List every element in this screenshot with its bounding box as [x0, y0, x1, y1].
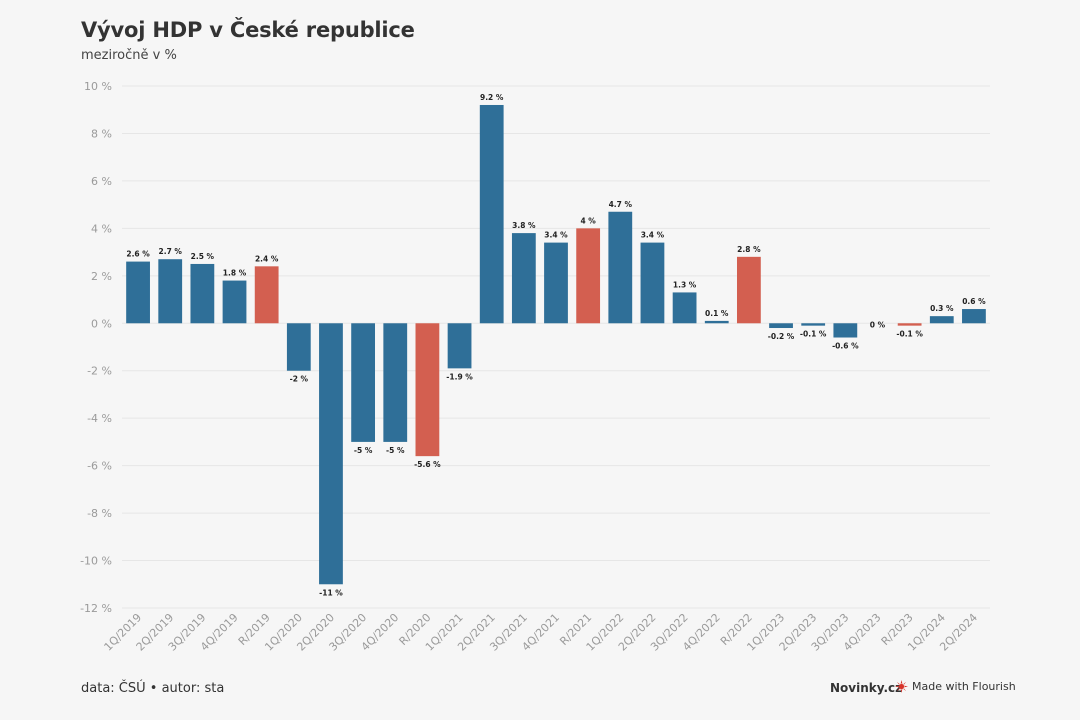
bar — [544, 242, 568, 324]
bar — [254, 266, 279, 324]
bar — [672, 292, 697, 324]
data-label: -0.6 % — [832, 342, 859, 351]
bar — [319, 323, 343, 585]
bar — [736, 256, 761, 324]
bar — [929, 316, 954, 324]
y-tick-label: -10 % — [80, 555, 112, 568]
bar — [126, 261, 150, 324]
bar — [415, 323, 440, 457]
bar — [190, 263, 215, 324]
data-label: 9.2 % — [480, 93, 504, 102]
bar — [962, 309, 986, 324]
y-tick-label: 0 % — [91, 317, 112, 330]
data-label: -0.2 % — [768, 332, 795, 341]
bar — [222, 280, 247, 324]
chart-title: Vývoj HDP v České republice — [81, 18, 415, 42]
data-label: 3.4 % — [641, 231, 665, 240]
y-tick-label: -6 % — [87, 460, 112, 473]
data-label: -5 % — [386, 446, 405, 455]
y-tick-label: 8 % — [91, 127, 112, 140]
data-label: 3.8 % — [512, 221, 536, 230]
data-label: 1.8 % — [223, 269, 247, 278]
bar — [511, 233, 536, 324]
data-label: 2.6 % — [126, 250, 150, 259]
data-label: 0.3 % — [930, 304, 954, 313]
made-with-label: Made with Flourish — [912, 680, 1016, 693]
data-label: -0.1 % — [800, 330, 827, 339]
data-label: 2.7 % — [159, 247, 183, 256]
data-label: -5 % — [354, 446, 373, 455]
made-with-flourish-link[interactable]: Made with Flourish — [895, 680, 1016, 693]
source-note: data: ČSÚ • autor: sta — [81, 681, 225, 696]
y-tick-label: -2 % — [87, 365, 112, 378]
brand-logo-text[interactable]: Novinky.cz — [830, 681, 903, 695]
data-label: 4.7 % — [609, 200, 633, 209]
data-label: -0.1 % — [896, 330, 923, 339]
bar — [479, 104, 504, 324]
bar — [608, 211, 633, 324]
bar — [769, 323, 793, 329]
data-label: 3.4 % — [544, 231, 568, 240]
bar — [897, 323, 922, 326]
data-label: 0.1 % — [705, 309, 729, 318]
data-label: -11 % — [319, 588, 343, 597]
y-tick-label: 10 % — [84, 80, 112, 93]
bar — [286, 323, 311, 371]
data-label: -2 % — [290, 375, 309, 384]
y-tick-label: 4 % — [91, 222, 112, 235]
bar — [447, 323, 472, 369]
bar — [704, 320, 729, 324]
y-tick-label: -12 % — [80, 602, 112, 615]
bar — [801, 323, 826, 326]
y-tick-label: -8 % — [87, 507, 112, 520]
data-label: 2.8 % — [737, 245, 761, 254]
y-tick-label: -4 % — [87, 412, 112, 425]
data-label: 2.4 % — [255, 254, 279, 263]
data-label: 0.6 % — [962, 297, 986, 306]
data-label: -5.6 % — [414, 460, 441, 469]
chart-subtitle: meziročně v % — [81, 48, 177, 63]
bar — [158, 259, 183, 324]
bar — [833, 323, 858, 338]
flourish-logo-icon — [895, 680, 908, 693]
data-label: 4 % — [580, 216, 596, 225]
y-tick-label: 6 % — [91, 175, 112, 188]
data-label: 1.3 % — [673, 280, 697, 289]
data-label: 0 % — [870, 320, 886, 329]
bar — [383, 323, 408, 442]
data-label: 2.5 % — [191, 252, 215, 261]
data-label: -1.9 % — [446, 372, 473, 381]
bar — [351, 323, 376, 442]
bar — [640, 242, 665, 324]
y-tick-label: 2 % — [91, 270, 112, 283]
bar — [576, 228, 601, 324]
